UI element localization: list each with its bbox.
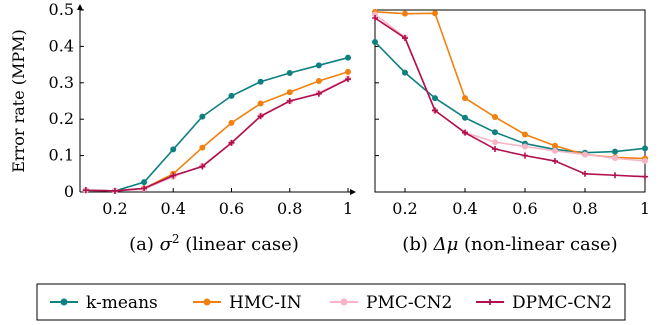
panel-a-y-tick-label: 0.5 xyxy=(49,0,74,19)
panel-a-point-3 xyxy=(199,163,206,170)
panel-b-point-3 xyxy=(642,173,648,180)
panel-a-point-0 xyxy=(257,78,264,85)
panel-b-series-line-3 xyxy=(374,17,646,178)
panel-b-point-3 xyxy=(372,15,378,22)
panel-b-point-3 xyxy=(552,158,558,165)
panel-a-point-3 xyxy=(170,172,177,179)
panel-a-y-axis-arrow xyxy=(77,4,83,10)
legend-swatch-marker xyxy=(487,299,493,305)
panel-b-point-1 xyxy=(402,10,408,17)
panel-b-x-tick-label: 1 xyxy=(640,199,650,218)
panel-a-y-tick-label: 0.1 xyxy=(49,146,74,165)
panel-a-point-0 xyxy=(315,62,322,69)
legend-swatch-marker xyxy=(203,298,211,306)
panel-b-point-3 xyxy=(582,170,588,177)
legend: k-means HMC-IN PMC-CN2 DPMC-CN2 xyxy=(36,283,626,321)
panel-a-point-0 xyxy=(345,54,351,61)
panel-b-point-2 xyxy=(612,155,618,162)
panel-a-x-tick-label: 1 xyxy=(343,199,353,218)
panel-a-point-0 xyxy=(141,179,148,186)
legend-swatch-marker xyxy=(60,298,68,306)
panel-b-x-tick-label: 0.6 xyxy=(512,199,537,218)
panel-a-series-line-1 xyxy=(85,71,349,192)
panel-a-x-tick-label: 0.8 xyxy=(277,199,302,218)
panel-b-point-1 xyxy=(522,131,528,138)
panel-b-point-3 xyxy=(522,152,528,159)
panel-b-point-1 xyxy=(432,10,438,17)
panel-b-point-2 xyxy=(582,151,588,158)
legend-label: HMC-IN xyxy=(229,293,302,313)
panel-b-point-2 xyxy=(522,143,528,150)
legend-label: PMC-CN2 xyxy=(366,293,452,313)
panel-a-y-tick-label: 0.4 xyxy=(49,36,74,55)
panel-a-series-line-3 xyxy=(85,78,349,192)
panel-b-point-1 xyxy=(552,142,558,149)
panel-b-series-line-2 xyxy=(374,13,646,162)
panel-a-y-label: Error rate (MPM) xyxy=(9,29,28,173)
panel-a-point-0 xyxy=(170,146,177,153)
panel-b-point-0 xyxy=(612,148,618,155)
panel-a-point-1 xyxy=(199,144,206,151)
panel-b-point-0 xyxy=(642,145,648,152)
panel-a-point-3 xyxy=(286,98,293,104)
panel-a-point-0 xyxy=(228,92,235,99)
panel-a-y-tick-label: 0 xyxy=(64,182,74,201)
panel-b-point-3 xyxy=(612,172,618,179)
panel-b-x-tick-label: 0.2 xyxy=(392,199,417,218)
panel-a-x-axis-arrow xyxy=(350,189,356,195)
panel-a-point-1 xyxy=(257,100,264,107)
panel-b-chart: 0.2 0.4 0.6 0.8 1 (b) Δμ (non-linear case) xyxy=(372,8,650,255)
panel-b-point-2 xyxy=(642,158,648,165)
panel-b-point-1 xyxy=(492,114,498,121)
panel-b-point-3 xyxy=(492,146,498,153)
panel-a-point-1 xyxy=(286,89,293,96)
panel-a-point-3 xyxy=(257,113,264,120)
panel-a-point-1 xyxy=(345,68,351,75)
panel-b-x-tick-label: 0.4 xyxy=(452,199,477,218)
panel-b-point-3 xyxy=(462,129,468,136)
panel-b-series-line-1 xyxy=(374,11,646,160)
panel-b-frame xyxy=(374,9,646,193)
panel-a-point-1 xyxy=(228,119,235,126)
panel-b-point-0 xyxy=(402,69,408,76)
panel-a-y-tick-label: 0.2 xyxy=(49,109,74,128)
panel-b-point-0 xyxy=(432,95,438,102)
panel-a-point-3 xyxy=(315,90,322,97)
panel-a-x-tick-label: 0.4 xyxy=(160,199,185,218)
panel-b-point-0 xyxy=(492,129,498,136)
panel-b-point-3 xyxy=(432,107,438,114)
panel-b-point-2 xyxy=(372,11,378,18)
panel-b-point-0 xyxy=(462,114,468,121)
legend-swatch-marker xyxy=(340,298,348,306)
panel-a-y-tick-label: 0.3 xyxy=(49,73,74,92)
panel-a-x-tick-label: 0.6 xyxy=(219,199,244,218)
panel-a-point-3 xyxy=(345,76,351,83)
panel-b-point-0 xyxy=(372,39,378,46)
panel-a-point-3 xyxy=(141,185,148,192)
legend-label: k-means xyxy=(86,293,158,313)
panel-a-point-3 xyxy=(111,187,118,194)
panel-a-point-3 xyxy=(82,187,89,194)
panel-a-point-3 xyxy=(228,139,235,146)
panel-a-caption: (a) σ2 (linear case) xyxy=(129,232,299,255)
panel-b-series-line-0 xyxy=(374,41,646,154)
panel-a-series-line-0 xyxy=(85,56,349,192)
panel-a-x-tick-label: 0.2 xyxy=(102,199,127,218)
panel-a-chart: 0.2 0.4 0.6 0.8 1 0 0.1 0.2 0.3 0.4 0.5 Error rate … xyxy=(9,0,356,255)
panel-a-point-0 xyxy=(199,113,206,120)
panel-a-point-0 xyxy=(286,69,293,76)
panel-b-point-2 xyxy=(552,147,558,154)
panel-a-point-1 xyxy=(315,77,322,84)
legend-label: DPMC-CN2 xyxy=(512,293,612,313)
panel-b-point-1 xyxy=(462,95,468,102)
panel-b-point-3 xyxy=(402,35,408,42)
panel-b-x-tick-label: 0.8 xyxy=(572,199,597,218)
panel-b-caption: (b) Δμ (non-linear case) xyxy=(402,234,617,255)
panel-b-point-2 xyxy=(492,139,498,146)
